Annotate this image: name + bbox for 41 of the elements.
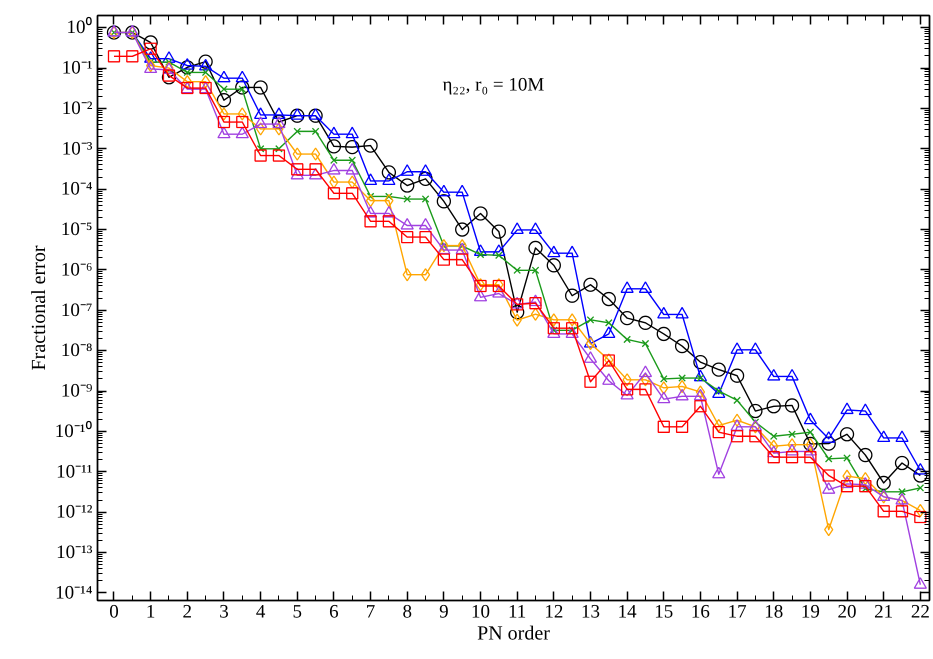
y-tick-label: 10⁻⁷ <box>60 300 92 321</box>
x-tick-label: 4 <box>256 602 266 622</box>
y-tick-label: 10⁻² <box>62 98 93 119</box>
x-tick-label: 3 <box>219 602 229 622</box>
y-tick-label: 10⁻⁸ <box>60 340 92 362</box>
x-tick-label: 0 <box>109 602 119 622</box>
x-tick-label: 20 <box>838 602 857 622</box>
y-tick-label: 10⁰ <box>66 16 92 38</box>
x-tick-label: 12 <box>544 602 564 622</box>
x-tick-label: 9 <box>439 602 449 622</box>
y-tick-label: 10⁻⁶ <box>60 259 92 280</box>
y-tick-label: 10⁻⁵ <box>60 219 92 240</box>
x-tick-label: 10 <box>471 602 490 622</box>
y-tick-label: 10⁻¹⁴ <box>55 582 93 604</box>
x-tick-label: 5 <box>292 602 302 622</box>
y-tick-label: 10⁻³ <box>62 138 93 160</box>
x-tick-label: 19 <box>800 602 820 622</box>
x-tick-label: 17 <box>728 602 747 622</box>
x-tick-label: 21 <box>874 602 894 622</box>
x-tick-label: 22 <box>910 602 930 622</box>
x-tick-label: 14 <box>618 602 638 622</box>
x-tick-label: 8 <box>402 602 412 622</box>
x-tick-label: 6 <box>329 602 339 622</box>
y-tick-label: 10⁻¹⁰ <box>54 420 93 442</box>
y-axis-title: Fractional error <box>28 245 50 370</box>
y-tick-label: 10⁻¹² <box>56 502 93 523</box>
y-tick-label: 10⁻¹¹ <box>56 461 93 482</box>
x-tick-label: 7 <box>366 602 376 622</box>
y-tick-label: 10⁻¹³ <box>56 542 93 564</box>
y-tick-label: 10⁻⁹ <box>60 380 93 402</box>
x-tick-label: 18 <box>764 602 784 622</box>
x-tick-label: 2 <box>182 602 192 622</box>
y-tick-label: 10⁻¹ <box>62 58 93 79</box>
x-axis-title: PN order <box>477 622 550 644</box>
x-tick-label: 11 <box>508 602 526 622</box>
x-tick-label: 16 <box>690 602 710 622</box>
y-tick-label: 10⁻⁴ <box>60 178 93 200</box>
annotation: η₂₂, r₀ = 10M <box>442 74 544 96</box>
x-tick-label: 15 <box>654 602 674 622</box>
x-tick-label: 1 <box>146 602 156 622</box>
x-tick-label: 13 <box>580 602 600 622</box>
